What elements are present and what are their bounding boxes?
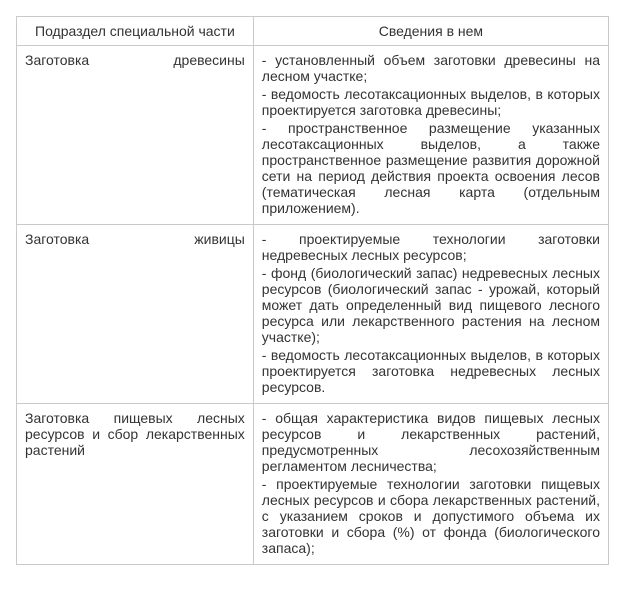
detail-item: - ведомость лесотаксационных выделов, в … [262,86,600,118]
row-details: - проектируемые технологии заготовки нед… [253,225,608,404]
table-header-row: Подраздел специальной части Сведения в н… [17,17,609,46]
row-details: - установленный объем заготовки древесин… [253,46,608,225]
col-header-right: Сведения в нем [253,17,608,46]
detail-item: - проектируемые технологии заготовки нед… [262,231,600,263]
row-subsection: Заготовка живицы [17,225,254,404]
table-row: Заготовка живицы - проектируемые техноло… [17,225,609,404]
detail-item: - фонд (биологический запас) недревесных… [262,265,600,345]
row-subsection: Заготовка древесины [17,46,254,225]
row-subsection: Заготовка пищевых лесных ресурсов и сбор… [17,404,254,565]
detail-item: - ведомость лесотаксационных выделов, в … [262,347,600,395]
detail-item: - общая характеристика видов пищевых лес… [262,410,600,474]
row-details: - общая характеристика видов пищевых лес… [253,404,608,565]
detail-item: - пространственное размещение указанных … [262,120,600,216]
spec-table: Подраздел специальной части Сведения в н… [16,16,609,565]
col-header-left: Подраздел специальной части [17,17,254,46]
table-row: Заготовка древесины - установленный объе… [17,46,609,225]
detail-item: - проектируемые технологии заготовки пищ… [262,476,600,556]
table-row: Заготовка пищевых лесных ресурсов и сбор… [17,404,609,565]
detail-item: - установленный объем заготовки древесин… [262,52,600,84]
